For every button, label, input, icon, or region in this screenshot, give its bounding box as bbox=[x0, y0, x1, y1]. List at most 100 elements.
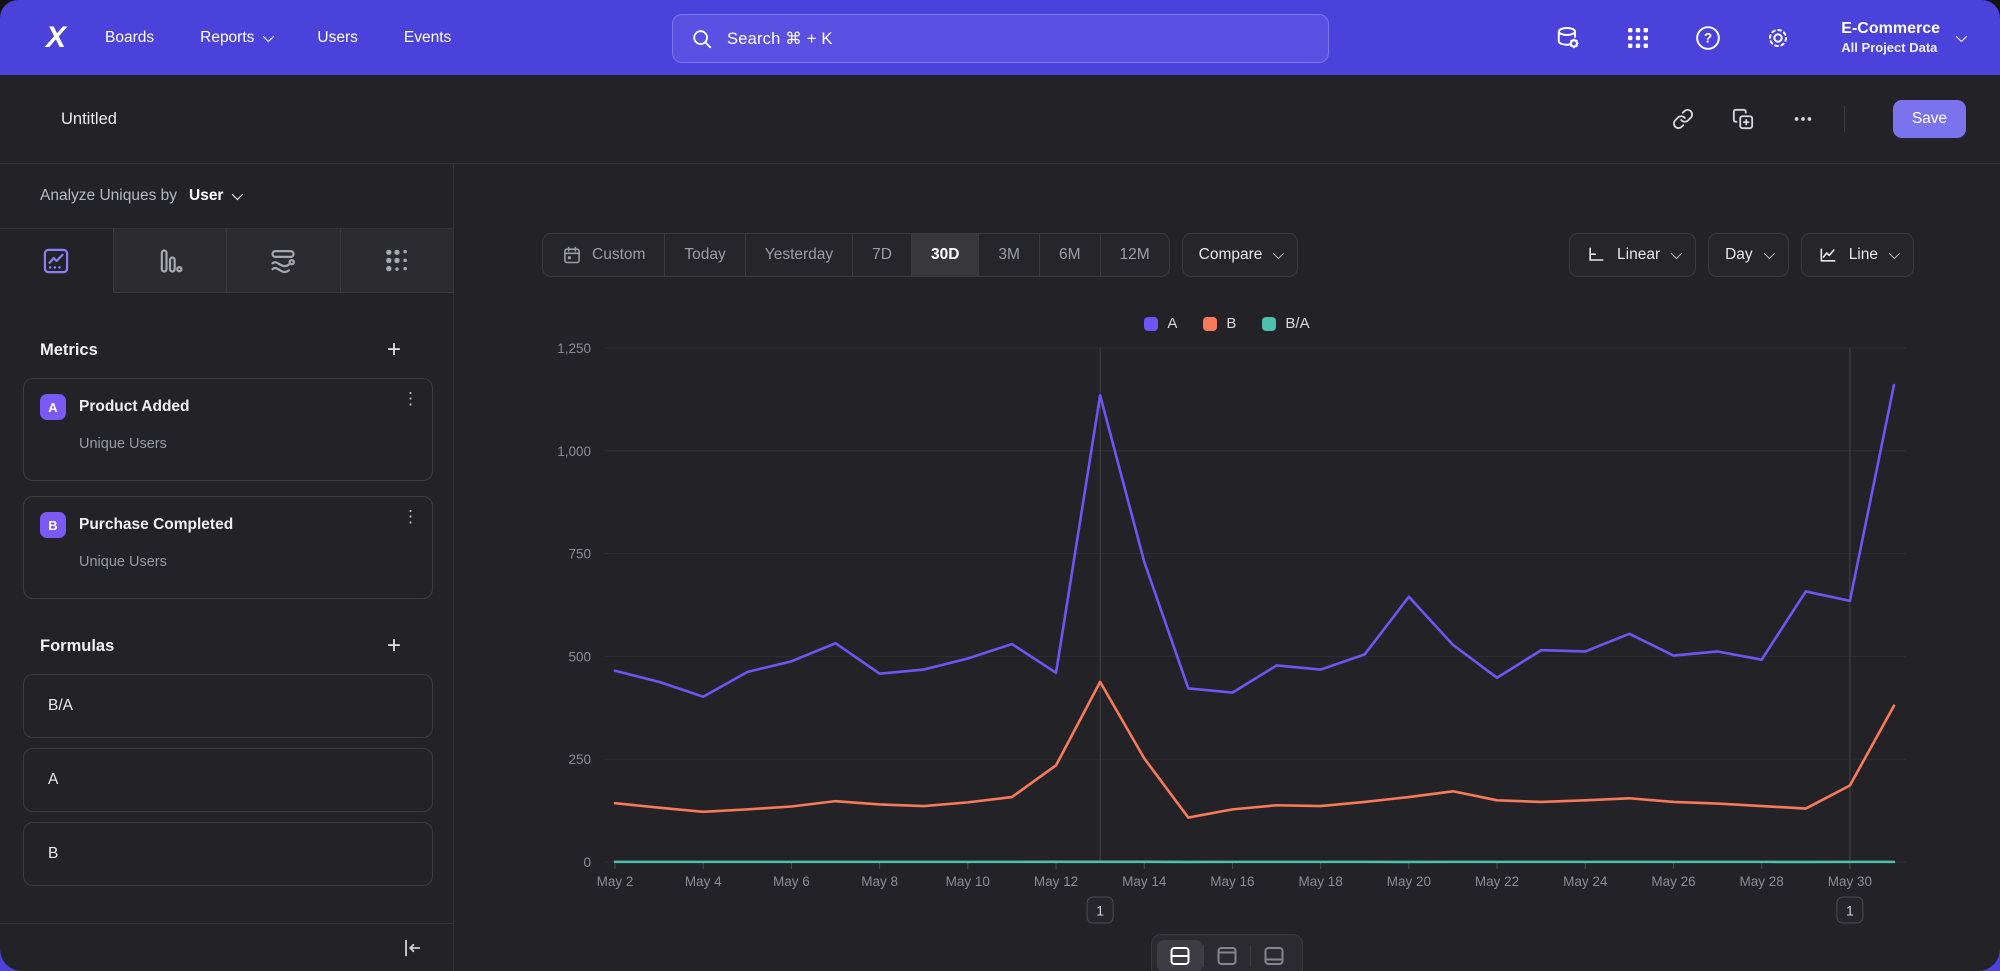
granularity-dropdown[interactable]: Day bbox=[1708, 233, 1789, 277]
line-chart[interactable]: 0 250 500 750 1,000 1,250 1 1 May 2 May 4 May 6 May… bbox=[454, 336, 1999, 936]
add-formula-button[interactable]: + bbox=[386, 632, 401, 659]
help-icon[interactable]: ? bbox=[1695, 25, 1721, 51]
formula-card-b[interactable]: B bbox=[23, 822, 433, 886]
metric-card-purchase-completed[interactable]: B Purchase Completed ⋮ Unique Users bbox=[23, 496, 433, 599]
layout-split-icon bbox=[1170, 947, 1190, 965]
tab-retention[interactable] bbox=[339, 229, 453, 293]
metric-card-product-added[interactable]: A Product Added ⋮ Unique Users bbox=[23, 378, 433, 481]
x-axis-label: May 26 bbox=[1651, 874, 1695, 889]
metrics-title: Metrics bbox=[40, 340, 98, 359]
chevron-down-icon bbox=[1670, 247, 1683, 260]
chart-display-controls: Linear Day Line bbox=[1569, 233, 1914, 277]
nav-right-cluster: ? E-Commerce All Project Data bbox=[1555, 0, 1968, 75]
tab-insights-line-chart[interactable] bbox=[0, 229, 113, 293]
x-axis-label: May 22 bbox=[1475, 874, 1519, 889]
range-label: Today bbox=[684, 246, 726, 263]
apps-grid-icon[interactable] bbox=[1625, 25, 1651, 51]
layout-table-bottom-toggle[interactable] bbox=[1251, 940, 1297, 971]
legend-label: B/A bbox=[1285, 315, 1310, 332]
scale-dropdown[interactable]: Linear bbox=[1569, 233, 1697, 277]
chart-type-tabs bbox=[0, 228, 453, 293]
metric-badge: A bbox=[40, 394, 66, 420]
compare-dropdown[interactable]: Compare bbox=[1181, 233, 1299, 277]
layout-table-top-toggle[interactable] bbox=[1204, 940, 1250, 971]
y-axis-label: 1,000 bbox=[557, 444, 591, 459]
x-axis-label: May 12 bbox=[1034, 874, 1078, 889]
range-custom-button[interactable]: Custom bbox=[543, 234, 664, 276]
legend-label: A bbox=[1167, 315, 1178, 332]
metric-subtitle[interactable]: Unique Users bbox=[79, 436, 167, 452]
nav-item-reports[interactable]: Reports bbox=[200, 29, 275, 47]
search-icon bbox=[693, 29, 712, 48]
nav-items: Boards Reports Users Events bbox=[105, 29, 451, 47]
range-label: Custom bbox=[592, 246, 646, 263]
metric-name: Product Added bbox=[79, 398, 190, 415]
chart-type-dropdown[interactable]: Line bbox=[1800, 233, 1914, 277]
range-today-button[interactable]: Today bbox=[664, 234, 744, 276]
range-label: 12M bbox=[1119, 246, 1150, 263]
add-metric-button[interactable]: + bbox=[386, 336, 401, 363]
analyze-uniques-row: Analyze Uniques by User bbox=[0, 164, 453, 228]
copy-link-icon[interactable] bbox=[1672, 108, 1694, 130]
svg-text:?: ? bbox=[1704, 30, 1712, 45]
metric-options-icon[interactable]: ⋮ bbox=[402, 507, 419, 526]
y-axis-label: 0 bbox=[583, 855, 591, 870]
settings-gear-icon[interactable] bbox=[1765, 25, 1791, 51]
layout-split-toggle[interactable] bbox=[1157, 940, 1203, 971]
x-axis-label: May 4 bbox=[685, 874, 722, 889]
range-label: 7D bbox=[872, 246, 892, 263]
mixpanel-logo-icon[interactable]: X bbox=[45, 20, 66, 54]
project-scope: All Project Data bbox=[1841, 40, 1938, 55]
chart-legend: A B B/A bbox=[454, 315, 2000, 332]
legend-item-b[interactable]: B bbox=[1203, 315, 1236, 332]
range-3m-button[interactable]: 3M bbox=[978, 234, 1039, 276]
data-management-icon[interactable] bbox=[1555, 25, 1581, 51]
legend-item-b-over-a[interactable]: B/A bbox=[1262, 315, 1310, 332]
collapse-sidebar-icon[interactable] bbox=[401, 937, 423, 959]
legend-swatch bbox=[1144, 316, 1159, 331]
search-input[interactable]: Search ⌘ + K bbox=[672, 14, 1329, 63]
y-axis-label: 750 bbox=[568, 547, 591, 562]
formula-card-a[interactable]: A bbox=[23, 748, 433, 812]
nav-item-users[interactable]: Users bbox=[317, 29, 357, 47]
nav-item-events[interactable]: Events bbox=[404, 29, 451, 47]
project-switcher[interactable]: E-Commerce All Project Data bbox=[1841, 19, 1968, 56]
range-7d-button[interactable]: 7D bbox=[852, 234, 911, 276]
range-6m-button[interactable]: 6M bbox=[1038, 234, 1100, 276]
range-30d-button[interactable]: 30D bbox=[910, 234, 979, 276]
metric-subtitle[interactable]: Unique Users bbox=[79, 554, 167, 570]
formulas-header: Formulas + bbox=[0, 632, 453, 659]
nav-item-boards[interactable]: Boards bbox=[105, 29, 154, 47]
analyze-entity-value: User bbox=[189, 187, 224, 204]
metric-name: Purchase Completed bbox=[79, 516, 234, 533]
annotation-badge-label: 1 bbox=[1096, 903, 1104, 919]
range-12m-button[interactable]: 12M bbox=[1099, 234, 1169, 276]
formula-label: B bbox=[48, 845, 59, 862]
chevron-down-icon bbox=[1763, 247, 1775, 260]
divider bbox=[1203, 945, 1204, 967]
legend-label: B bbox=[1226, 315, 1237, 332]
range-label: Yesterday bbox=[764, 246, 834, 263]
analyze-entity-dropdown[interactable]: User bbox=[189, 187, 244, 205]
range-yesterday-button[interactable]: Yesterday bbox=[744, 234, 852, 276]
layout-toggle-group bbox=[1151, 934, 1303, 971]
chart-controls-row: Custom Today Yesterday 7D 30D 3M 6M 12M … bbox=[542, 233, 1914, 277]
tab-bar-chart[interactable] bbox=[112, 229, 226, 293]
duplicate-icon[interactable] bbox=[1732, 108, 1754, 130]
formula-label: B/A bbox=[48, 697, 73, 714]
project-text: E-Commerce All Project Data bbox=[1841, 19, 1940, 56]
divider bbox=[1844, 106, 1845, 132]
bar-chart-icon bbox=[160, 248, 183, 273]
x-axis-label: May 10 bbox=[946, 874, 990, 889]
save-button[interactable]: Save bbox=[1893, 100, 1966, 138]
legend-item-a[interactable]: A bbox=[1144, 315, 1177, 332]
nav-label: Events bbox=[403, 28, 452, 46]
more-options-icon[interactable] bbox=[1792, 108, 1814, 130]
layout-table-top-icon bbox=[1217, 947, 1237, 965]
chevron-down-icon bbox=[1888, 247, 1901, 260]
tab-flow[interactable] bbox=[226, 229, 340, 293]
formula-card-b-over-a[interactable]: B/A bbox=[23, 674, 433, 738]
report-title[interactable]: Untitled bbox=[61, 109, 117, 128]
metric-options-icon[interactable]: ⋮ bbox=[402, 389, 419, 408]
